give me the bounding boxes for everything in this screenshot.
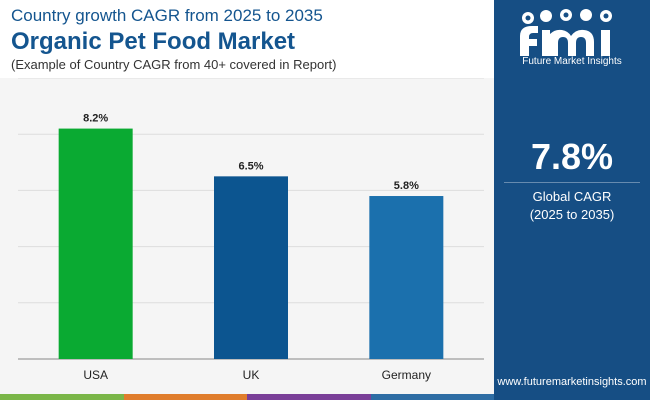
chart-note: (Example of Country CAGR from 40+ covere… — [11, 57, 337, 72]
global-cagr-period: (2025 to 2035) — [529, 207, 615, 222]
bar-uk — [214, 176, 288, 359]
sidebar-panel: Future Market Insights 7.8% Global CAGR … — [494, 0, 650, 400]
x-tick-label-usa: USA — [83, 368, 108, 382]
data-label-usa: 8.2% — [83, 113, 108, 125]
bar-chart: 8.2% USA 6.5% UK 5.8% Germany — [18, 78, 484, 382]
global-cagr-value: 7.8% — [530, 136, 614, 177]
fmi-logo-icon — [520, 9, 612, 56]
footer-color-bar — [0, 394, 494, 400]
global-cagr-label: Global CAGR — [532, 189, 612, 204]
chart-area: 8.2% USA 6.5% UK 5.8% Germany — [0, 78, 494, 394]
chart-header: Country growth CAGR from 2025 to 2035 Or… — [0, 0, 494, 78]
x-tick-label-uk: UK — [243, 368, 260, 382]
data-label-germany: 5.8% — [394, 180, 419, 192]
footer-segment-orange — [123, 394, 247, 400]
chart-title: Organic Pet Food Market — [11, 28, 296, 55]
bar-usa — [58, 128, 133, 359]
bar-germany — [369, 196, 444, 359]
x-tick-label-germany: Germany — [382, 368, 431, 382]
logo-company-name: Future Market Insights — [522, 56, 622, 67]
chart-subtitle: Country growth CAGR from 2025 to 2035 — [11, 6, 323, 25]
footer-segment-purple — [247, 394, 371, 400]
website-link[interactable]: www.futuremarketinsights.com — [497, 376, 647, 388]
data-label-uk: 6.5% — [238, 160, 263, 172]
footer-segment-blue — [370, 394, 494, 400]
footer-segment-green — [0, 394, 124, 400]
cagr-divider — [504, 182, 640, 183]
